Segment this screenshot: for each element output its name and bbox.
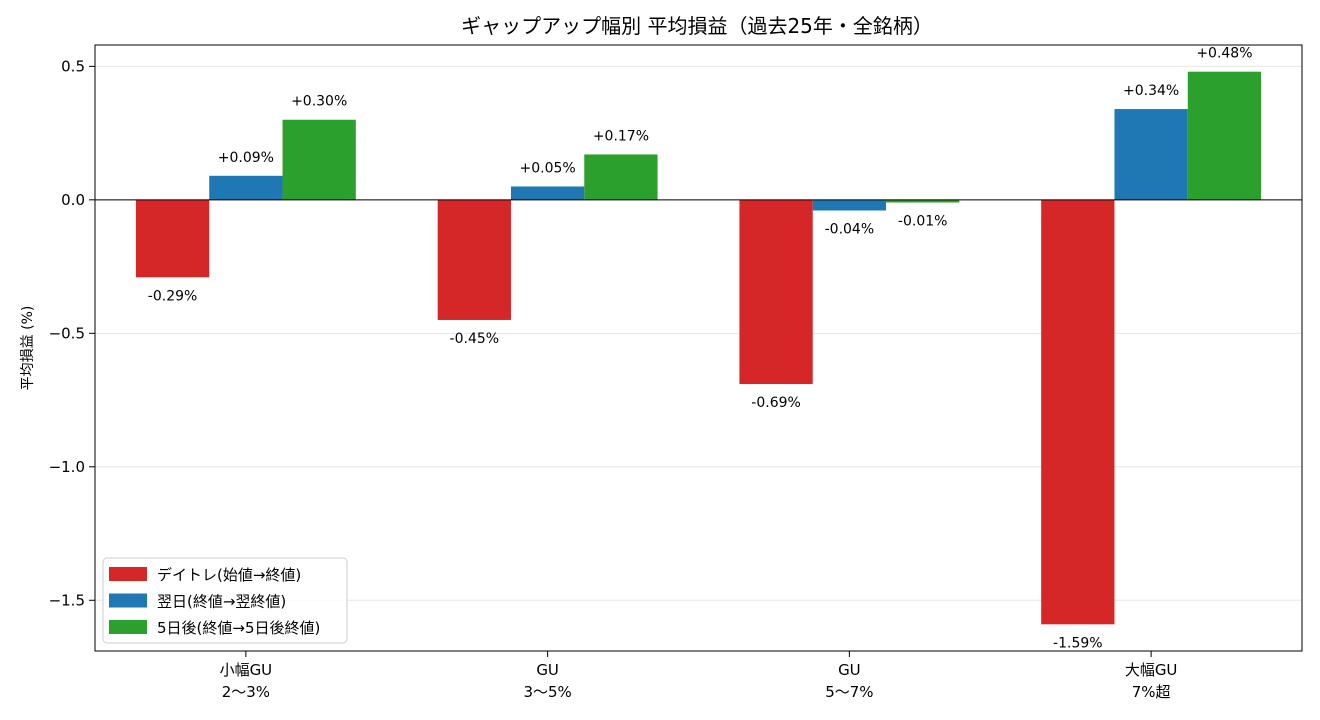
legend-label: 5日後(終値→5日後終値) bbox=[157, 619, 320, 637]
legend-label: 翌日(終値→翌終値) bbox=[157, 593, 286, 611]
x-tick-label: 2〜3% bbox=[222, 683, 270, 701]
data-labels: -0.29% -0.45% -0.69% -1.59% +0.09% +0.05% -0.0… bbox=[148, 46, 1253, 652]
legend-swatch bbox=[109, 593, 147, 608]
legend-swatch bbox=[109, 620, 147, 634]
bar bbox=[209, 175, 283, 200]
bar bbox=[282, 119, 356, 200]
plot-frame bbox=[94, 44, 1303, 652]
data-label: -0.45% bbox=[450, 331, 500, 347]
y-tick-label: −0.5 bbox=[49, 324, 85, 342]
bars bbox=[135, 71, 1262, 625]
bar bbox=[1114, 109, 1188, 200]
x-tick-label: 7%超 bbox=[1132, 683, 1171, 701]
data-label: -0.29% bbox=[148, 288, 198, 304]
data-label: +0.30% bbox=[291, 94, 347, 110]
bar bbox=[812, 199, 887, 211]
bar bbox=[1041, 199, 1115, 625]
axes: 0.5 0.0 −0.5 −1.0 −1.5 小幅GU 2〜3% GU 3〜5% GU 5〜7% 大幅… bbox=[49, 44, 1303, 701]
x-tick-label: 大幅GU bbox=[1125, 661, 1178, 679]
legend-label: デイトレ(始値→終値) bbox=[157, 566, 301, 584]
bar bbox=[437, 199, 511, 320]
y-tick-label: 0.5 bbox=[61, 57, 85, 75]
legend: デイトレ(始値→終値) 翌日(終値→翌終値) 5日後(終値→5日後終値) bbox=[102, 557, 348, 644]
legend-box bbox=[102, 557, 348, 644]
y-tick-label: 0.0 bbox=[61, 191, 85, 209]
y-axis-label: 平均損益 (%) bbox=[20, 306, 36, 391]
data-label: +0.09% bbox=[218, 150, 274, 166]
bar bbox=[135, 199, 210, 278]
x-tick-label: GU bbox=[536, 661, 559, 679]
bar bbox=[1187, 71, 1262, 200]
data-label: +0.48% bbox=[1196, 46, 1252, 62]
data-label: -0.01% bbox=[898, 214, 948, 230]
bar bbox=[886, 199, 960, 203]
data-label: +0.17% bbox=[593, 128, 649, 144]
data-label: +0.05% bbox=[520, 160, 576, 176]
x-tick-label: GU bbox=[838, 661, 861, 679]
bar bbox=[510, 186, 585, 200]
data-label: +0.34% bbox=[1123, 83, 1179, 99]
y-tick-label: −1.5 bbox=[49, 591, 85, 609]
data-label: -0.04% bbox=[825, 222, 875, 238]
x-tick-label: 3〜5% bbox=[523, 683, 571, 701]
data-label: -1.59% bbox=[1053, 635, 1103, 651]
x-tick-label: 小幅GU bbox=[220, 661, 273, 679]
bar bbox=[584, 154, 658, 200]
bar bbox=[739, 199, 813, 385]
legend-swatch bbox=[109, 567, 147, 581]
data-label: -0.69% bbox=[751, 395, 801, 411]
x-tick-label: 5〜7% bbox=[825, 683, 873, 701]
chart-title: ギャップアップ幅別 平均損益（過去25年・全銘柄） bbox=[461, 14, 933, 38]
y-tick-label: −1.0 bbox=[49, 458, 85, 476]
